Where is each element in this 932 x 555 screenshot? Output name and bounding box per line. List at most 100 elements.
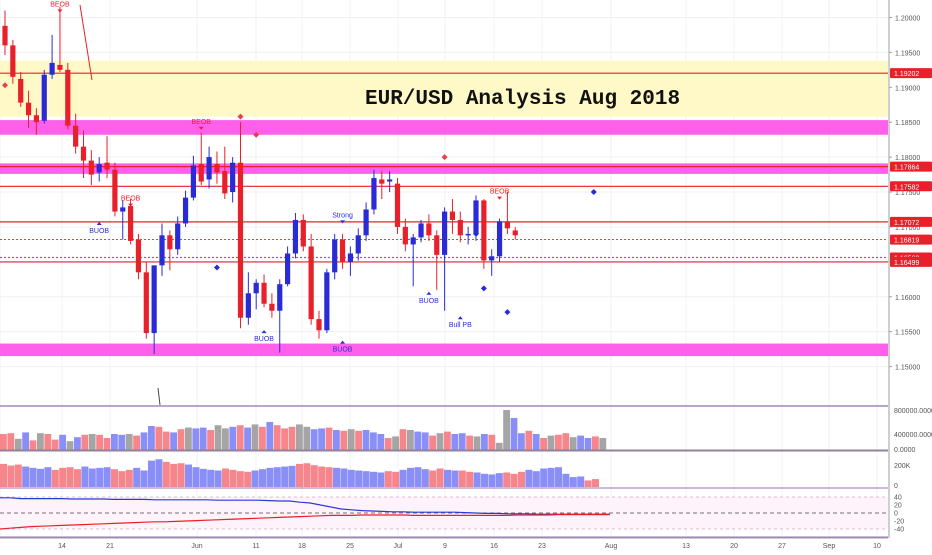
candle-body-29 [230,162,236,193]
annotations: BEOB BEOB BEOB BEOB BUOB BUOB BUOB BUOB Strong Bu… [50,1,509,353]
y-tick-label-10: 1.15000 [895,365,920,372]
candle-body-9 [73,125,79,147]
histogram-bar-44 [325,467,333,487]
candle-body-59 [465,233,471,236]
histogram-bar-0 [0,463,7,487]
volume-bar-29 [214,425,222,450]
candle-body-3 [25,102,32,116]
candle-body-40 [316,319,322,331]
histogram-bar-19 [140,470,148,487]
histogram-bar-71 [525,469,533,487]
histogram-bar-62 [458,470,466,487]
histogram-bar-9 [66,467,74,487]
marker-diamond-4 [213,264,220,271]
candles [2,6,518,355]
histogram-bar-1 [7,465,15,487]
histogram-bar-32 [236,471,244,487]
annotation-label-8: Strong [332,212,353,219]
marker-diamond-3 [441,154,448,161]
histogram-bar-58 [429,470,437,487]
volume-axis-label-0: 800000.0000 [894,408,932,415]
y-tick-label-1: 1.19500 [895,50,920,57]
x-tick-label-9: 23 [538,543,546,550]
annotation-label-6: BUOB [333,347,353,354]
volume-bar-75 [555,434,562,450]
zone-pink-2 [0,163,888,174]
volume-bar-72 [532,434,540,450]
volume-bar-64 [473,436,481,450]
volume-bar-45 [333,430,340,450]
histogram-bar-69 [510,473,518,487]
candle-body-38 [300,219,306,247]
histogram-bar-38 [281,466,289,487]
histogram-bar-30 [222,468,229,487]
volume-bar-58 [429,435,436,450]
histogram-bar-57 [421,469,429,487]
volume-bar-5 [37,433,44,450]
histogram-bar-79 [584,480,592,487]
volume-bar-62 [458,433,466,450]
histogram-bar-5 [37,468,44,487]
volume-bar-74 [547,435,555,450]
volume-bar-8 [59,434,66,450]
candle-body-23 [182,197,189,224]
histogram-bar-67 [495,473,503,487]
marker-diamond-1 [237,113,244,120]
volume-bar-48 [355,430,362,450]
volume-bar-27 [199,427,207,450]
volume-bar-4 [29,440,37,450]
volume-bar-61 [451,434,459,450]
volume-bar-53 [392,436,399,450]
annotation-label-1: BEOB [192,119,212,126]
osc-axis-label-0: 40 [894,495,902,502]
volume-axis-label-1: 400000.0000 [894,432,932,439]
annotation-arrow-8 [340,220,346,224]
histogram-bar-33 [244,471,252,487]
price-badge-1.16819 [890,234,932,245]
volume-bar-14 [103,438,111,450]
marker-diamond-0 [2,82,8,89]
x-tick-label-15: 10 [873,543,881,550]
y-tick-label-0: 1.20000 [895,15,920,22]
volume-bar-51 [377,434,385,450]
annotation-arrow-7 [426,291,432,295]
volume-axis-label-2: 0.0000 [894,447,916,454]
candle-body-22 [175,223,181,250]
histogram-bar-24 [177,463,185,487]
histogram-bar-80 [592,479,599,487]
volume-bar-77 [569,437,577,450]
volume-bar-9 [66,441,74,450]
volume-bar-26 [192,428,200,450]
volume-bar-28 [207,430,214,450]
osc-axis-label-2: 0 [894,511,898,518]
price-badge-1.17864 [890,161,932,172]
histogram-bar-56 [414,467,422,487]
volume-bar-71 [525,430,533,450]
volume-bar-16 [118,434,126,450]
volume-bar-34 [251,424,259,450]
x-tick-label-7: 9 [443,543,447,550]
volume-bar-43 [318,428,325,450]
annotation-arrow-3 [497,196,503,200]
histogram-bar-15 [111,469,118,487]
volume-bar-11 [81,434,89,450]
candle-body-36 [285,253,291,285]
histogram-bar-66 [488,474,496,487]
annotation-label-5: BUOB [254,336,274,343]
histogram-bar-37 [273,467,281,487]
histogram-bars [0,459,599,487]
candle-body-58 [457,219,463,236]
annotation-label-3: BEOB [490,189,510,196]
volume-bar-55 [407,430,414,450]
trend-line-bottom [157,387,161,406]
volume-bar-40 [296,424,303,450]
candle-body-41 [324,272,330,331]
candle-body-31 [245,293,251,318]
candle-body-48 [379,179,385,184]
y-tick-label-9: 1.15500 [895,330,920,337]
candle-body-54 [426,223,432,236]
volume-bar-3 [22,432,29,450]
volume-bar-13 [96,434,103,450]
x-tick-label-5: 25 [346,543,354,550]
